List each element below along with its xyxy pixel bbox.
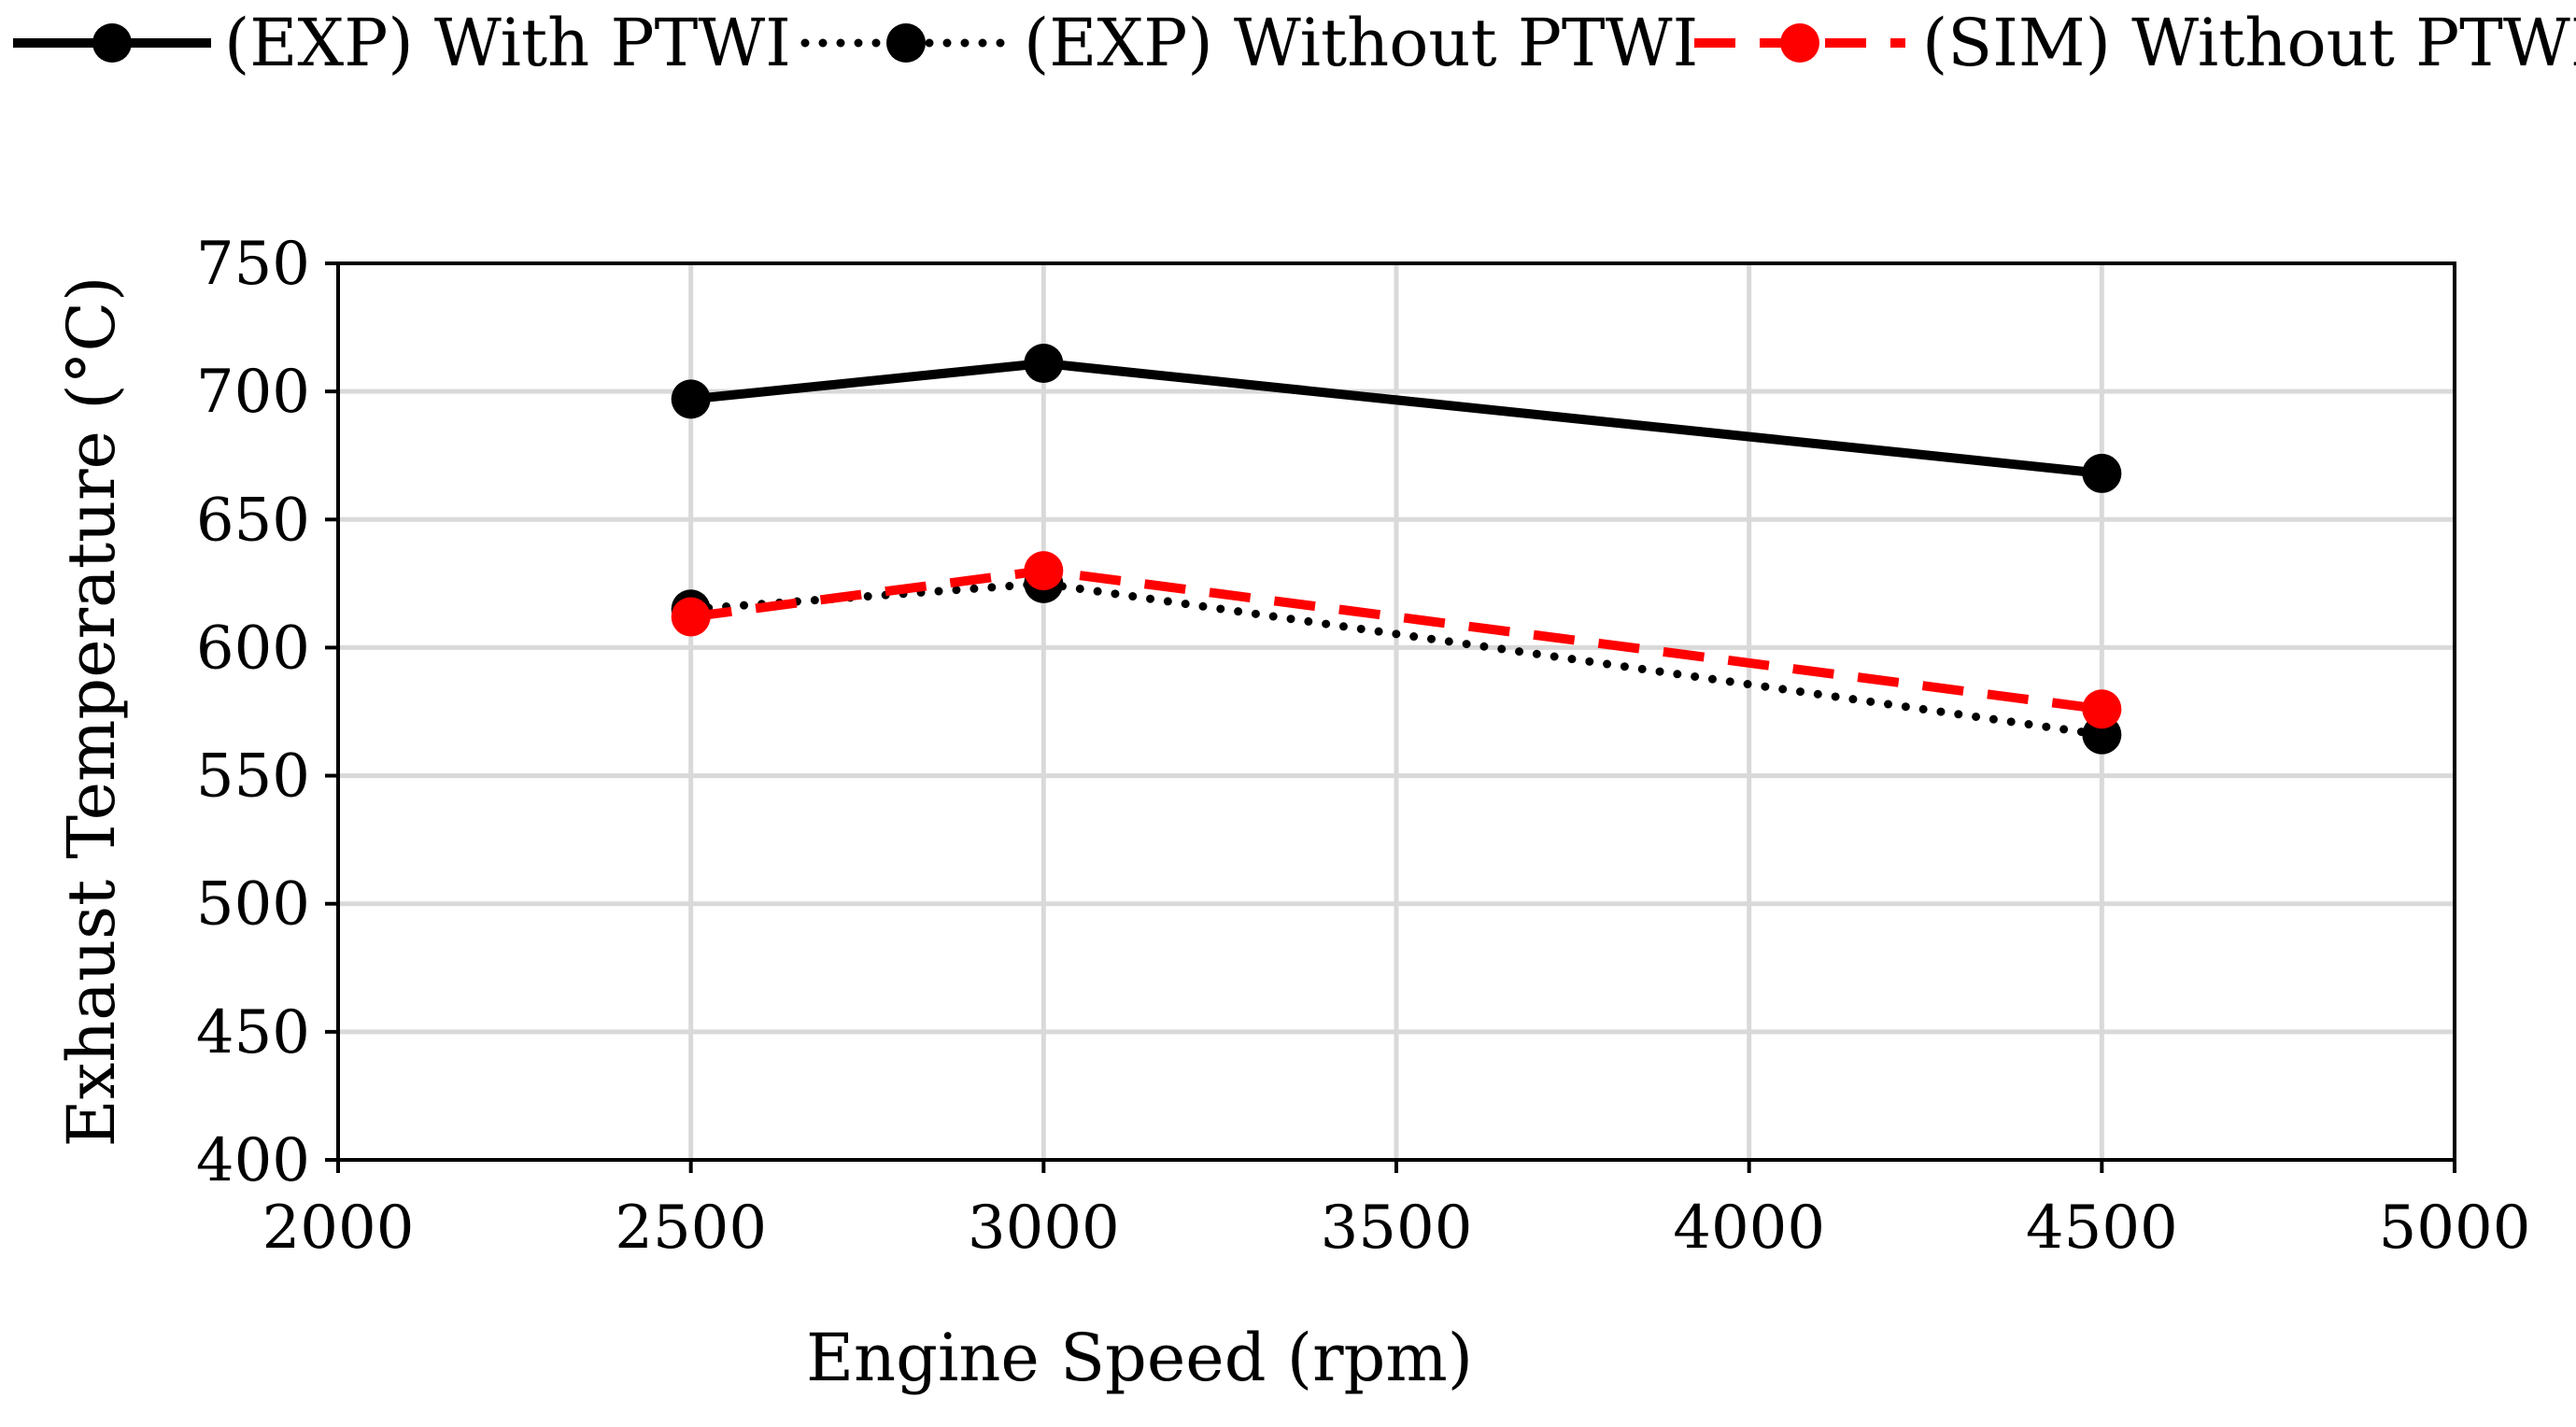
x-tick-label: 2000 [262,1194,415,1263]
legend-item: (SIM) Without PTWI [1694,5,2576,81]
x-tick-label: 4000 [1673,1194,1825,1263]
y-axis-title: Exhaust Temperature (°C) [53,276,130,1148]
x-tick-label: 5000 [2379,1194,2531,1263]
x-axis-title: Engine Speed (rpm) [806,1320,1473,1396]
axes: 2000 2500 3000 3500 4000 4500 5000 400 450 500 550… [196,230,2531,1263]
y-tick-label: 750 [196,230,310,299]
legend-item: (EXP) Without PTWI [800,5,1698,81]
y-tick-label: 700 [196,358,310,427]
y-tick-label: 600 [196,614,310,683]
legend-item: (EXP) With PTWI [13,5,791,81]
legend-label: (EXP) Without PTWI [1024,5,1698,81]
data-point [671,379,711,419]
data-point [2082,453,2122,493]
x-tick-label: 3000 [968,1194,1120,1263]
legend-label: (SIM) Without PTWI [1922,5,2576,81]
x-tick-label: 3500 [1321,1194,1473,1263]
y-tick-label: 400 [196,1126,310,1195]
legend: (EXP) With PTWI (EXP) Without PTWI (SIM) W… [13,5,2576,81]
legend-marker [92,23,132,63]
legend-label: (EXP) With PTWI [224,5,791,81]
series-layer [671,343,2122,755]
y-tick-label: 650 [196,486,310,555]
grid [338,263,2455,1160]
series-1 [671,343,2122,493]
x-tick-label: 2500 [615,1194,767,1263]
legend-marker [1780,23,1819,63]
x-tick-label: 4500 [2026,1194,2178,1263]
y-tick-label: 500 [196,870,310,940]
data-point [1024,343,1064,383]
y-tick-label: 550 [196,742,310,812]
y-tick-label: 450 [196,998,310,1067]
data-point [671,597,711,637]
legend-marker [886,23,926,63]
data-point [1024,551,1064,591]
series-3 [671,551,2122,729]
data-point [2082,689,2122,729]
